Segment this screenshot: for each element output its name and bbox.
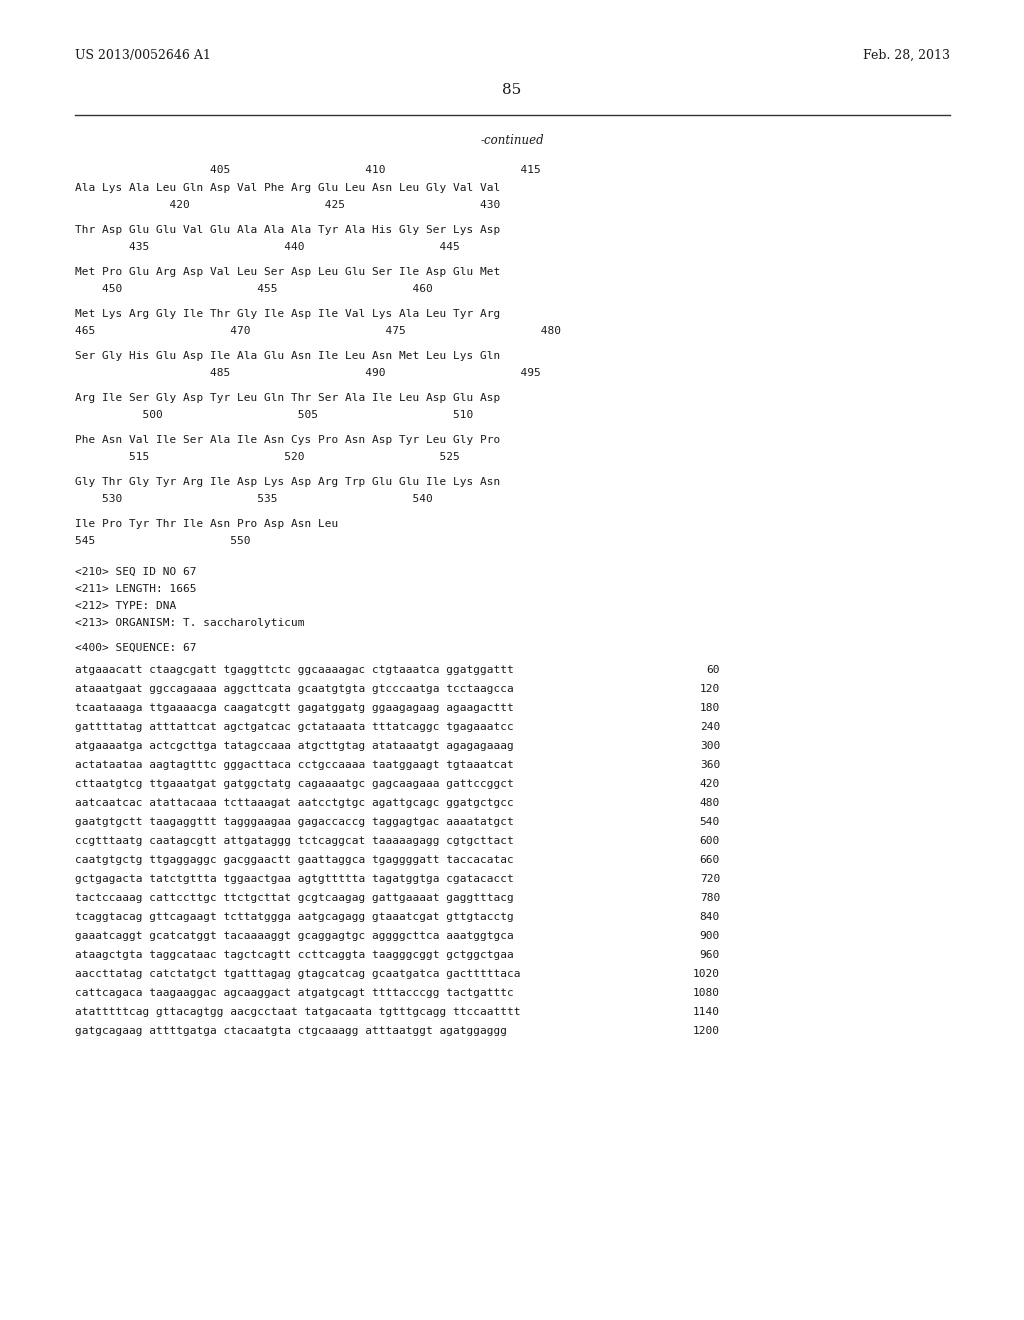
Text: 900: 900 [699, 931, 720, 941]
Text: cttaatgtcg ttgaaatgat gatggctatg cagaaaatgc gagcaagaaa gattccggct: cttaatgtcg ttgaaatgat gatggctatg cagaaaa… [75, 779, 514, 789]
Text: 660: 660 [699, 855, 720, 865]
Text: US 2013/0052646 A1: US 2013/0052646 A1 [75, 49, 211, 62]
Text: 405                    410                    415: 405 410 415 [75, 165, 541, 176]
Text: tactccaaag cattccttgc ttctgcttat gcgtcaagag gattgaaaat gaggtttacg: tactccaaag cattccttgc ttctgcttat gcgtcaa… [75, 894, 514, 903]
Text: 180: 180 [699, 704, 720, 713]
Text: atgaaacatt ctaagcgatt tgaggttctc ggcaaaagac ctgtaaatca ggatggattt: atgaaacatt ctaagcgatt tgaggttctc ggcaaaa… [75, 665, 514, 675]
Text: 780: 780 [699, 894, 720, 903]
Text: aatcaatcac atattacaaa tcttaaagat aatcctgtgc agattgcagc ggatgctgcc: aatcaatcac atattacaaa tcttaaagat aatcctg… [75, 799, 514, 808]
Text: ccgtttaatg caatagcgtt attgataggg tctcaggcat taaaaagagg cgtgcttact: ccgtttaatg caatagcgtt attgataggg tctcagg… [75, 836, 514, 846]
Text: 435                    440                    445: 435 440 445 [75, 242, 460, 252]
Text: tcaataaaga ttgaaaacga caagatcgtt gagatggatg ggaagagaag agaagacttt: tcaataaaga ttgaaaacga caagatcgtt gagatgg… [75, 704, 514, 713]
Text: Phe Asn Val Ile Ser Ala Ile Asn Cys Pro Asn Asp Tyr Leu Gly Pro: Phe Asn Val Ile Ser Ala Ile Asn Cys Pro … [75, 436, 501, 445]
Text: gatgcagaag attttgatga ctacaatgta ctgcaaagg atttaatggt agatggaggg: gatgcagaag attttgatga ctacaatgta ctgcaaa… [75, 1026, 507, 1036]
Text: <211> LENGTH: 1665: <211> LENGTH: 1665 [75, 583, 197, 594]
Text: Ile Pro Tyr Thr Ile Asn Pro Asp Asn Leu: Ile Pro Tyr Thr Ile Asn Pro Asp Asn Leu [75, 519, 338, 529]
Text: Feb. 28, 2013: Feb. 28, 2013 [863, 49, 950, 62]
Text: aaccttatag catctatgct tgatttagag gtagcatcag gcaatgatca gactttttaca: aaccttatag catctatgct tgatttagag gtagcat… [75, 969, 520, 979]
Text: Gly Thr Gly Tyr Arg Ile Asp Lys Asp Arg Trp Glu Glu Ile Lys Asn: Gly Thr Gly Tyr Arg Ile Asp Lys Asp Arg … [75, 477, 501, 487]
Text: Met Lys Arg Gly Ile Thr Gly Ile Asp Ile Val Lys Ala Leu Tyr Arg: Met Lys Arg Gly Ile Thr Gly Ile Asp Ile … [75, 309, 501, 319]
Text: 120: 120 [699, 684, 720, 694]
Text: 60: 60 [707, 665, 720, 675]
Text: 360: 360 [699, 760, 720, 770]
Text: <400> SEQUENCE: 67: <400> SEQUENCE: 67 [75, 643, 197, 653]
Text: gctgagacta tatctgttta tggaactgaa agtgttttta tagatggtga cgatacacct: gctgagacta tatctgttta tggaactgaa agtgttt… [75, 874, 514, 884]
Text: 1140: 1140 [693, 1007, 720, 1016]
Text: Met Pro Glu Arg Asp Val Leu Ser Asp Leu Glu Ser Ile Asp Glu Met: Met Pro Glu Arg Asp Val Leu Ser Asp Leu … [75, 267, 501, 277]
Text: Ala Lys Ala Leu Gln Asp Val Phe Arg Glu Leu Asn Leu Gly Val Val: Ala Lys Ala Leu Gln Asp Val Phe Arg Glu … [75, 183, 501, 193]
Text: <212> TYPE: DNA: <212> TYPE: DNA [75, 601, 176, 611]
Text: ataaatgaat ggccagaaaa aggcttcata gcaatgtgta gtcccaatga tcctaagcca: ataaatgaat ggccagaaaa aggcttcata gcaatgt… [75, 684, 514, 694]
Text: 600: 600 [699, 836, 720, 846]
Text: 500                    505                    510: 500 505 510 [75, 411, 473, 420]
Text: Thr Asp Glu Glu Val Glu Ala Ala Ala Tyr Ala His Gly Ser Lys Asp: Thr Asp Glu Glu Val Glu Ala Ala Ala Tyr … [75, 224, 501, 235]
Text: 300: 300 [699, 741, 720, 751]
Text: gaatgtgctt taagaggttt tagggaagaa gagaccaccg taggagtgac aaaatatgct: gaatgtgctt taagaggttt tagggaagaa gagacca… [75, 817, 514, 828]
Text: 420                    425                    430: 420 425 430 [75, 201, 501, 210]
Text: 420: 420 [699, 779, 720, 789]
Text: atatttttcag gttacagtgg aacgcctaat tatgacaata tgtttgcagg ttccaatttt: atatttttcag gttacagtgg aacgcctaat tatgac… [75, 1007, 520, 1016]
Text: <213> ORGANISM: T. saccharolyticum: <213> ORGANISM: T. saccharolyticum [75, 618, 304, 628]
Text: 545                    550: 545 550 [75, 536, 251, 546]
Text: 515                    520                    525: 515 520 525 [75, 451, 460, 462]
Text: actataataa aagtagtttc gggacttaca cctgccaaaa taatggaagt tgtaaatcat: actataataa aagtagtttc gggacttaca cctgcca… [75, 760, 514, 770]
Text: tcaggtacag gttcagaagt tcttatggga aatgcagagg gtaaatcgat gttgtacctg: tcaggtacag gttcagaagt tcttatggga aatgcag… [75, 912, 514, 921]
Text: 960: 960 [699, 950, 720, 960]
Text: 240: 240 [699, 722, 720, 733]
Text: 1080: 1080 [693, 987, 720, 998]
Text: 485                    490                    495: 485 490 495 [75, 368, 541, 378]
Text: cattcagaca taagaaggac agcaaggact atgatgcagt ttttacccgg tactgatttc: cattcagaca taagaaggac agcaaggact atgatgc… [75, 987, 514, 998]
Text: gattttatag atttattcat agctgatcac gctataaata tttatcaggc tgagaaatcc: gattttatag atttattcat agctgatcac gctataa… [75, 722, 514, 733]
Text: caatgtgctg ttgaggaggc gacggaactt gaattaggca tgaggggatt taccacatac: caatgtgctg ttgaggaggc gacggaactt gaattag… [75, 855, 514, 865]
Text: 540: 540 [699, 817, 720, 828]
Text: 720: 720 [699, 874, 720, 884]
Text: 480: 480 [699, 799, 720, 808]
Text: 1200: 1200 [693, 1026, 720, 1036]
Text: 465                    470                    475                    480: 465 470 475 480 [75, 326, 561, 337]
Text: 530                    535                    540: 530 535 540 [75, 494, 433, 504]
Text: <210> SEQ ID NO 67: <210> SEQ ID NO 67 [75, 568, 197, 577]
Text: ataagctgta taggcataac tagctcagtt ccttcaggta taagggcggt gctggctgaa: ataagctgta taggcataac tagctcagtt ccttcag… [75, 950, 514, 960]
Text: -continued: -continued [480, 133, 544, 147]
Text: gaaatcaggt gcatcatggt tacaaaaggt gcaggagtgc aggggcttca aaatggtgca: gaaatcaggt gcatcatggt tacaaaaggt gcaggag… [75, 931, 514, 941]
Text: 450                    455                    460: 450 455 460 [75, 284, 433, 294]
Text: 840: 840 [699, 912, 720, 921]
Text: Ser Gly His Glu Asp Ile Ala Glu Asn Ile Leu Asn Met Leu Lys Gln: Ser Gly His Glu Asp Ile Ala Glu Asn Ile … [75, 351, 501, 360]
Text: 1020: 1020 [693, 969, 720, 979]
Text: atgaaaatga actcgcttga tatagccaaa atgcttgtag atataaatgt agagagaaag: atgaaaatga actcgcttga tatagccaaa atgcttg… [75, 741, 514, 751]
Text: 85: 85 [503, 83, 521, 96]
Text: Arg Ile Ser Gly Asp Tyr Leu Gln Thr Ser Ala Ile Leu Asp Glu Asp: Arg Ile Ser Gly Asp Tyr Leu Gln Thr Ser … [75, 393, 501, 403]
